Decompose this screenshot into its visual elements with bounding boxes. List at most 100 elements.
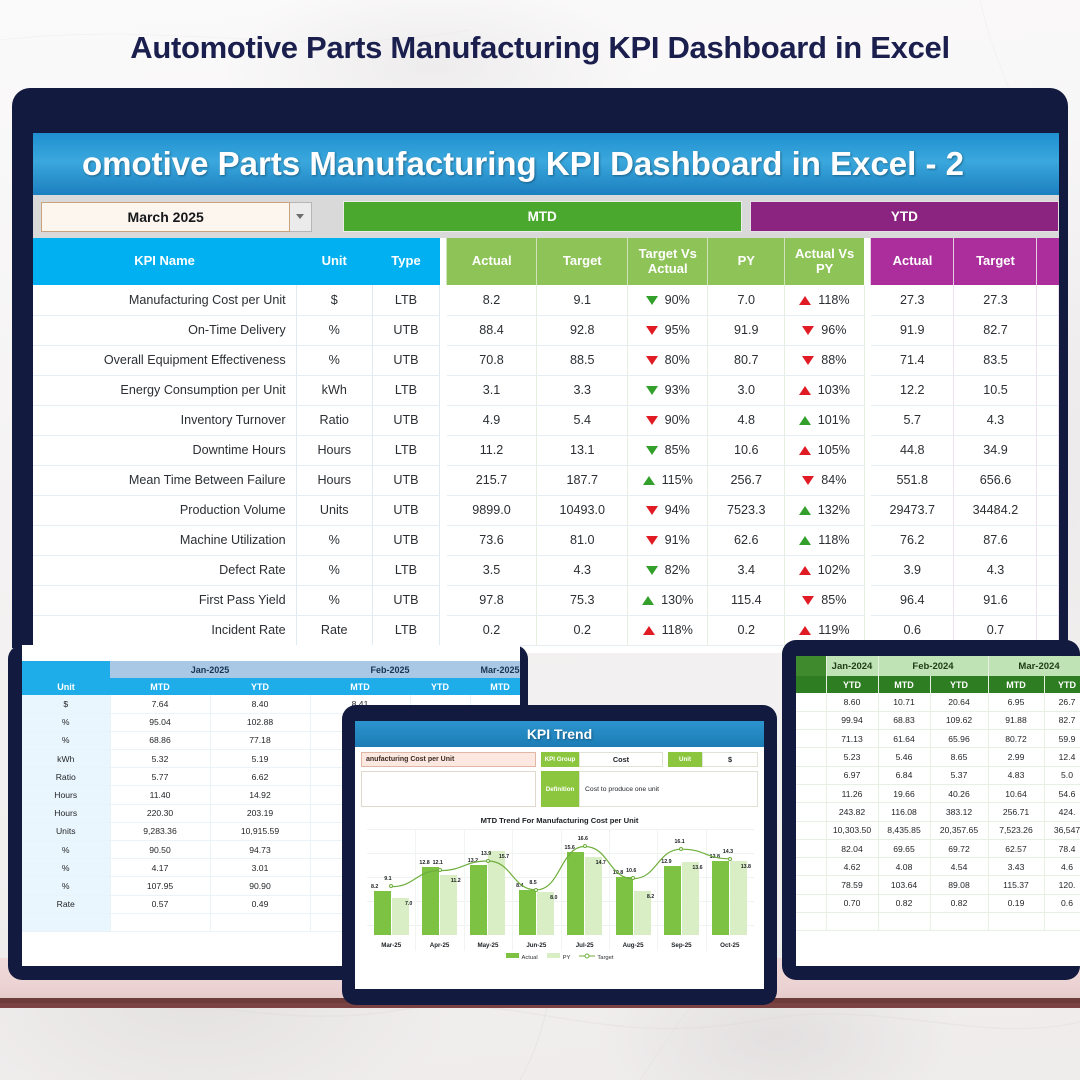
col-header-ytd-clipped[interactable] [1036, 238, 1059, 285]
table-row[interactable]: 3.5 4.3 82% 3.4 102% [446, 555, 865, 586]
table-row[interactable]: Machine Utilization% UTB [33, 525, 441, 556]
table-row[interactable]: 88.4 92.8 95% 91.9 96% [446, 315, 865, 346]
table-row[interactable]: Inventory Turnover Ratio UTB [33, 405, 441, 436]
kpi-percent-cell: 91% [627, 525, 709, 556]
table-row[interactable]: 97.8 75.3 130% 115.4 85% [446, 585, 865, 616]
kpi-group-value[interactable]: Cost [579, 752, 663, 767]
table-row[interactable]: 3.9 4.3 [870, 555, 1059, 586]
col-header-mtd-actual[interactable]: Actual [446, 238, 537, 285]
table-row[interactable]: 4.9 5.4 90% 4.8 101% [446, 405, 865, 436]
table-row[interactable]: First Pass Yield% UTB [33, 585, 441, 616]
table-row[interactable]: Overall Equipment Effectiveness% UTB [33, 345, 441, 376]
table-row[interactable]: Mean Time Between Failure Hours UTB [33, 465, 441, 496]
kpi-type-cell: UTB [372, 495, 441, 526]
table-row[interactable]: 76.2 87.6 [870, 525, 1059, 556]
chart-x-label: Sep-25 [671, 942, 692, 949]
table-row[interactable]: 71.4 83.5 [870, 345, 1059, 376]
table-row[interactable]: On-Time Delivery% UTB [33, 315, 441, 346]
col-header-mtd-actual-vs-py[interactable]: Actual Vs PY [784, 238, 865, 285]
table-row[interactable]: 9899.0 10493.0 94% 7523.3 132% [446, 495, 865, 526]
table-row[interactable]: Downtime Hours Hours LTB [33, 435, 441, 466]
monthly-col-mtd-2[interactable]: MTD [310, 678, 410, 695]
definition-value[interactable]: Cost to produce one unit [579, 771, 758, 807]
table-row[interactable]: 8.60 10.71 20.64 6.95 26.7 [796, 693, 1080, 712]
kpi-percent-value: 105% [817, 443, 851, 457]
monthly-col-mtd-1[interactable]: MTD [110, 678, 210, 695]
table-row[interactable]: 11.26 19.66 40.26 10.64 54.6 [796, 784, 1080, 804]
monthly-2024-col-clip[interactable] [796, 676, 827, 693]
table-row[interactable]: $7.64 8.40 8.41 [22, 695, 520, 714]
monthly-2024-col-mtd-3[interactable]: MTD [988, 676, 1045, 693]
col-header-ytd-actual[interactable]: Actual [870, 238, 954, 285]
table-row[interactable]: 3.1 3.3 93% 3.0 103% [446, 375, 865, 406]
chart-title: MTD Trend For Manufacturing Cost per Uni… [480, 816, 639, 825]
table-row[interactable]: 243.82 116.08 383.12 256.71 424. [796, 802, 1080, 822]
dashboard-banner-title: omotive Parts Manufacturing KPI Dashboar… [81, 145, 965, 182]
kpi-name-cell: On-Time Delivery [33, 315, 297, 346]
monthly-2024-value-cell: 19.66 [878, 784, 931, 804]
table-row[interactable]: 4.62 4.08 4.54 3.43 4.6 [796, 857, 1080, 877]
col-header-kpi-name[interactable]: KPI Name [33, 238, 297, 285]
bar-label-actual: 12.8 [419, 859, 430, 866]
monthly-2024-col-mtd-2[interactable]: MTD [878, 676, 931, 693]
kpi-name-cell: Inventory Turnover [33, 405, 297, 436]
table-row[interactable]: Energy Consumption per Unit kWh LTB [33, 375, 441, 406]
table-row[interactable]: 96.4 91.6 [870, 585, 1059, 616]
table-row[interactable]: 73.6 81.0 91% 62.6 118% [446, 525, 865, 556]
kpi-description-box[interactable] [361, 771, 536, 807]
table-row[interactable]: 12.2 10.5 [870, 375, 1059, 406]
table-row[interactable]: 8.2 9.1 90% 7.0 118% [446, 285, 865, 316]
table-row[interactable]: 27.3 27.3 [870, 285, 1059, 316]
table-row[interactable]: 29473.7 34484.2 [870, 495, 1059, 526]
month-selector-dropdown-button[interactable] [290, 201, 312, 232]
monthly-2024-col-ytd-3[interactable]: YTD [1044, 676, 1080, 693]
table-row[interactable]: 44.8 34.9 [870, 435, 1059, 466]
table-row[interactable]: 91.9 82.7 [870, 315, 1059, 346]
table-row[interactable]: 0.2 0.2 118% 0.2 119% [446, 615, 865, 646]
monthly-2024-col-ytd-1[interactable]: YTD [826, 676, 879, 693]
col-header-unit[interactable]: Unit [296, 238, 373, 285]
trend-up-icon [799, 295, 812, 305]
table-row[interactable]: 82.04 69.65 69.72 62.57 78.4 [796, 839, 1080, 859]
table-row[interactable]: 10,303.50 8,435.85 20,357.65 7,523.26 36,547 [796, 821, 1080, 840]
monthly-col-unit[interactable]: Unit [22, 678, 110, 695]
unit-value[interactable]: $ [702, 752, 758, 767]
table-row[interactable]: Incident Rate Rate LTB [33, 615, 441, 646]
chart-vgrid [608, 829, 610, 951]
ytd-clipped-cell [1036, 315, 1059, 346]
table-row[interactable]: 11.2 13.1 85% 10.6 105% [446, 435, 865, 466]
kpi-percent-value: 85% [821, 593, 847, 607]
monthly-2024-value-cell: 10.71 [878, 693, 931, 712]
table-row[interactable]: Defect Rate% LTB [33, 555, 441, 586]
kpi-name-field[interactable]: anufacturing Cost per Unit [361, 752, 536, 767]
table-row[interactable]: 70.8 88.5 80% 80.7 88% [446, 345, 865, 376]
ytd-actual-cell: 27.3 [870, 285, 955, 316]
col-header-ytd-target[interactable]: Target [953, 238, 1037, 285]
table-row[interactable]: 215.7 187.7 115% 256.7 84% [446, 465, 865, 496]
table-row[interactable]: Manufacturing Cost per Unit $ LTB [33, 285, 441, 316]
table-row[interactable]: 5.23 5.46 8.65 2.99 12.4 [796, 747, 1080, 767]
monthly-value-cell: 102.88 [210, 713, 311, 732]
kpi-percent-cell: 90% [627, 405, 709, 436]
table-row[interactable]: Production Volume Units UTB [33, 495, 441, 526]
monthly-unit-cell: % [22, 840, 111, 860]
monthly-col-ytd-2[interactable]: YTD [410, 678, 470, 695]
table-row[interactable]: 71.13 61.64 65.96 80.72 59.9 [796, 729, 1080, 749]
col-header-type[interactable]: Type [372, 238, 440, 285]
col-header-mtd-target-vs-actual[interactable]: Target Vs Actual [627, 238, 708, 285]
monthly-2024-col-ytd-2[interactable]: YTD [930, 676, 989, 693]
table-row[interactable]: 6.97 6.84 5.37 4.83 5.0 [796, 766, 1080, 785]
monthly-col-mtd-3[interactable]: MTD [470, 678, 520, 695]
ytd-clipped-cell [1036, 405, 1059, 436]
col-header-mtd-py[interactable]: PY [707, 238, 785, 285]
monthly-col-ytd-1[interactable]: YTD [210, 678, 310, 695]
table-row[interactable]: 78.59 103.64 89.08 115.37 120. [796, 875, 1080, 895]
table-row[interactable]: 551.8 656.6 [870, 465, 1059, 496]
chart-x-label: Aug-25 [622, 942, 644, 949]
col-header-mtd-target[interactable]: Target [536, 238, 628, 285]
table-row[interactable]: 0.70 0.82 0.82 0.19 0.6 [796, 894, 1080, 914]
table-row[interactable]: 5.7 4.3 [870, 405, 1059, 436]
month-selector-input[interactable]: March 2025 [41, 201, 291, 232]
table-row[interactable]: 99.94 68.83 109.62 91.88 82.7 [796, 711, 1080, 731]
monthly-2024-value-cell: 3.43 [988, 857, 1045, 877]
